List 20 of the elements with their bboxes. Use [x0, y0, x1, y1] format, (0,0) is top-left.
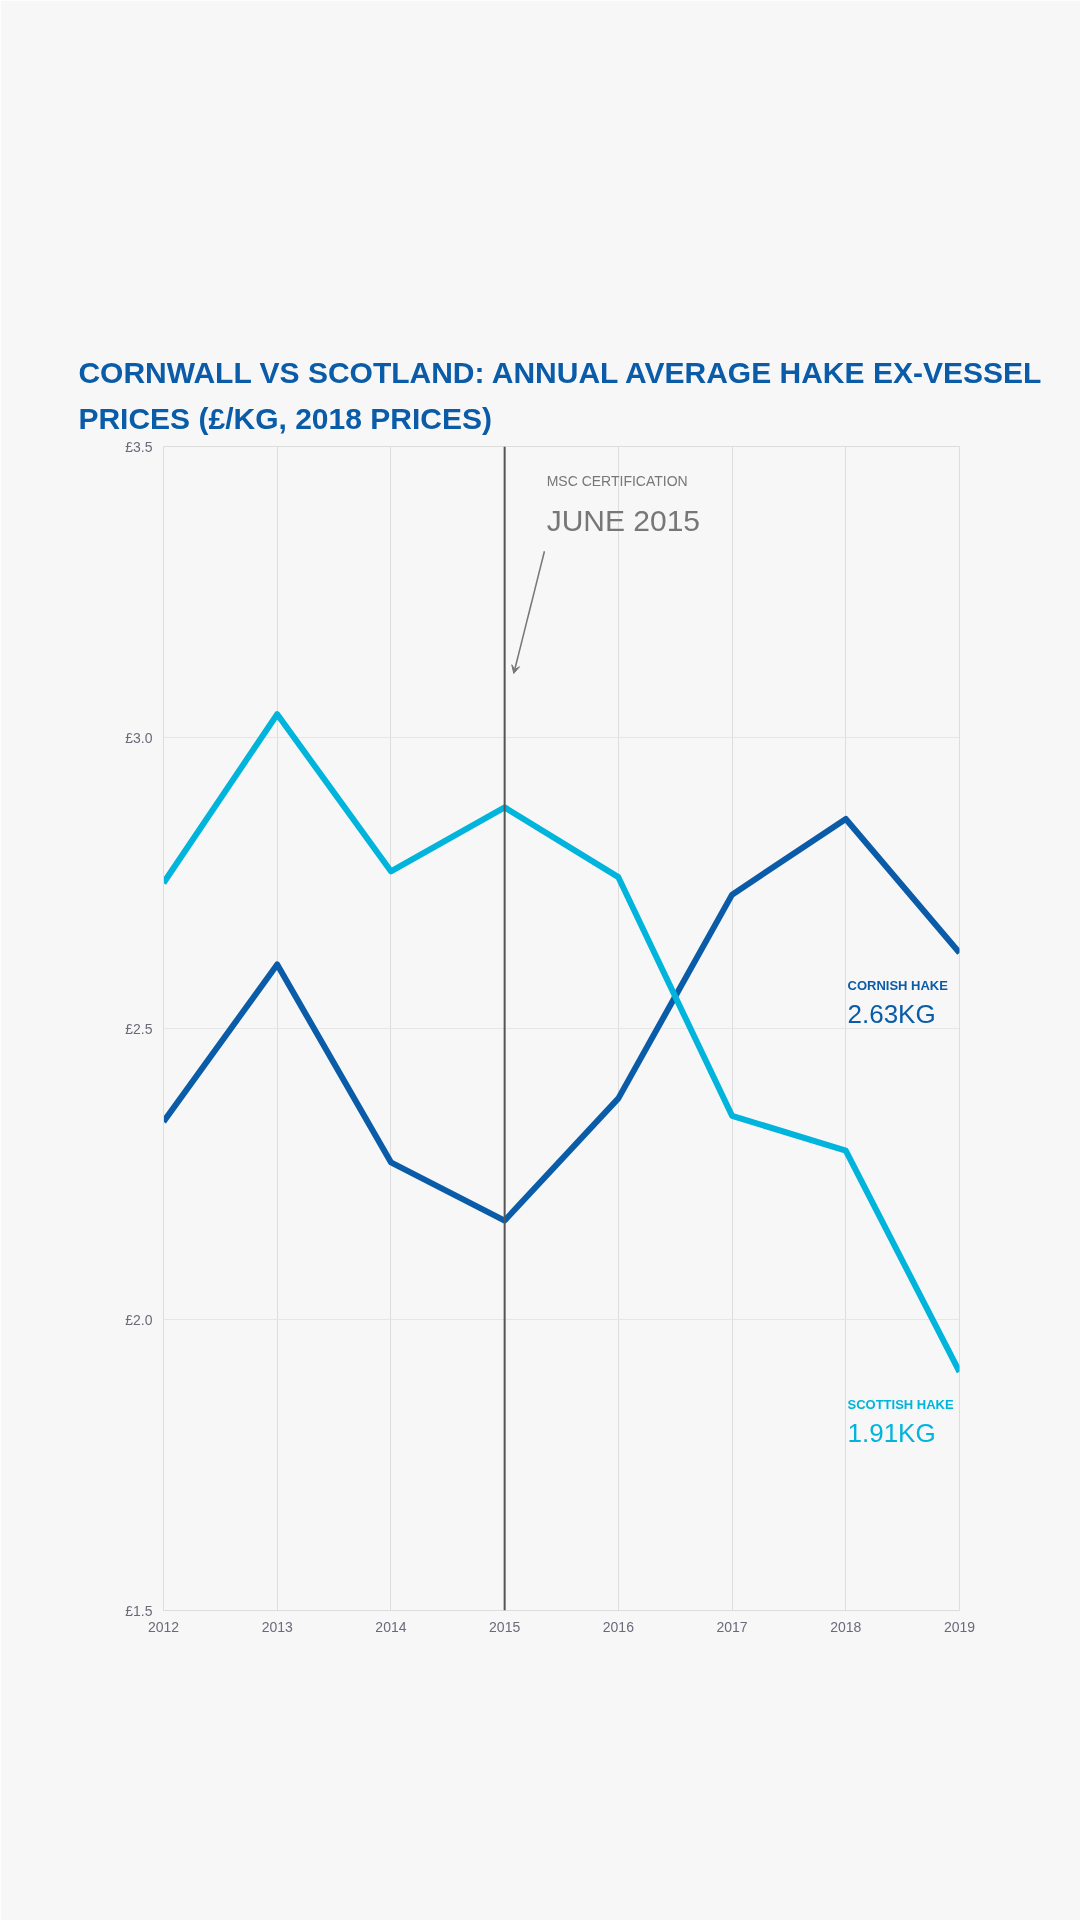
annotation: MSC CERTIFICATION	[546, 472, 688, 489]
x-tick-label: 2016	[602, 1618, 635, 1635]
ref-line-label: JUNE 2015	[546, 503, 701, 537]
x-tick-label: 2017	[716, 1618, 748, 1635]
x-tick-label: 2014	[375, 1618, 407, 1635]
chart-title: CORNWALL VS SCOTLAND: ANNUAL AVERAGE HAKE EX-VESSEL PRICES (£/KG, 2018 PRICES)	[78, 356, 1042, 436]
x-tick-label: 2012	[147, 1618, 180, 1635]
y-tick-label: £1.5	[125, 1602, 153, 1619]
y-tick-label: £3.0	[125, 729, 153, 746]
x-tick-label: 2019	[943, 1618, 976, 1635]
y-tick-label: £3.5	[125, 438, 153, 455]
data-label: 1.91KG	[847, 1417, 936, 1448]
y-tick-label: £2.5	[125, 1020, 153, 1037]
data-label: 2.63KG	[847, 998, 936, 1029]
text: CORNISH HAKE	[847, 977, 949, 993]
x-tick-label: 2013	[261, 1618, 293, 1635]
x-tick-label: 2018	[830, 1618, 862, 1635]
y-tick-label: £2.0	[125, 1311, 153, 1328]
x-tick-label: 2015	[489, 1618, 521, 1635]
series-label: SCOTTISH HAKE	[847, 1396, 954, 1412]
